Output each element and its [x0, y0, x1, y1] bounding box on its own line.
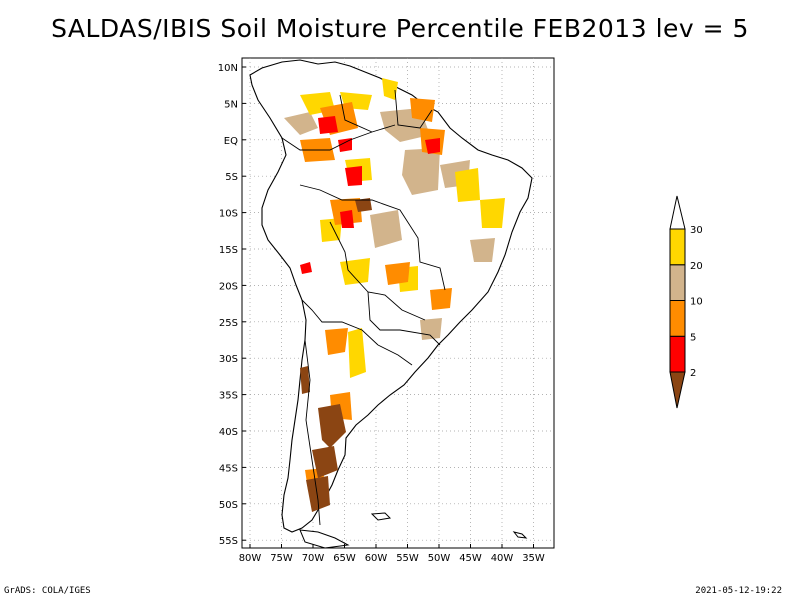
lon-label: 80W: [239, 553, 262, 564]
lat-label: 15S: [219, 245, 238, 256]
lat-label: 5S: [225, 172, 238, 183]
lon-label: 45W: [459, 553, 482, 564]
colorbar: 2 5 10 20 30: [669, 195, 703, 409]
footer-timestamp: 2021-05-12-19:22: [695, 586, 782, 596]
latitude-labels: 10N 5N EQ 5S 10S 15S 20S 25S 30S 35S 40S 45S 50S 55S: [218, 63, 246, 547]
lat-label: EQ: [224, 136, 238, 147]
lat-label: 5N: [224, 99, 238, 110]
lon-label: 50W: [428, 553, 451, 564]
lat-label: 10S: [219, 209, 238, 220]
colorbar-label: 5: [690, 332, 696, 343]
colorbar-upper-arrow: [669, 195, 686, 230]
colorbar-label: 30: [690, 225, 703, 236]
lat-label: 35S: [219, 391, 238, 402]
country-borders: [281, 89, 446, 526]
lat-label: 45S: [219, 463, 238, 474]
colorbar-box: [669, 264, 686, 301]
colorbar-box: [669, 300, 686, 337]
colorbar-box: [669, 228, 686, 266]
map-title: SALDAS/IBIS Soil Moisture Percentile FEB…: [51, 14, 749, 43]
longitude-labels: 80W 75W 70W 65W 60W 55W 50W 45W 40W 35W: [239, 544, 545, 564]
lon-label: 40W: [491, 553, 514, 564]
lon-label: 55W: [396, 553, 419, 564]
colorbar-box: [669, 335, 686, 373]
lat-label: 55S: [219, 536, 238, 547]
colorbar-label: 2: [690, 368, 696, 379]
lat-label: 25S: [219, 318, 238, 329]
footer-credit: GrADS: COLA/IGES: [4, 586, 91, 596]
lon-label: 60W: [365, 553, 388, 564]
lon-label: 75W: [270, 553, 293, 564]
colorbar-label: 10: [690, 297, 703, 308]
colorbar-label: 20: [690, 261, 703, 272]
lon-label: 35W: [522, 553, 545, 564]
lat-label: 50S: [219, 500, 238, 511]
lat-label: 30S: [219, 354, 238, 365]
percentile-shading: [284, 78, 505, 512]
lat-label: 40S: [219, 427, 238, 438]
lat-label: 20S: [219, 281, 238, 292]
lon-label: 65W: [333, 553, 356, 564]
lat-label: 10N: [218, 63, 238, 74]
lon-label: 70W: [302, 553, 325, 564]
colorbar-lower-arrow: [669, 371, 686, 409]
